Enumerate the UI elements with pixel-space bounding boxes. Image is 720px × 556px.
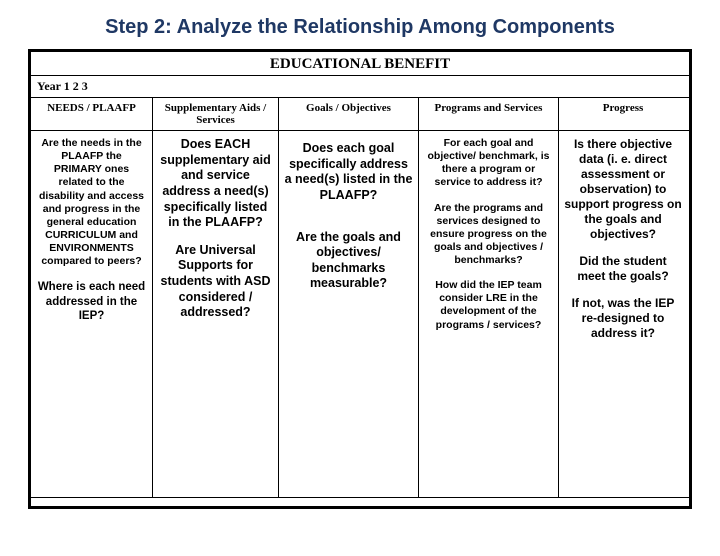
para: Are the programs and services designed t… bbox=[424, 202, 553, 268]
header-needs-plaafp: NEEDS / PLAAFP bbox=[31, 98, 153, 130]
page-title: Step 2: Analyze the Relationship Among C… bbox=[0, 16, 720, 39]
header-supplementary-aids: Supplementary Aids / Services bbox=[153, 98, 279, 130]
para: If not, was the IEP re-designed to addre… bbox=[564, 296, 682, 341]
col-supplementary-aids: Does EACH supplementary aid and service … bbox=[153, 131, 279, 497]
para: Does EACH supplementary aid and service … bbox=[158, 137, 273, 231]
table-banner: EDUCATIONAL BENEFIT bbox=[31, 52, 689, 76]
year-row: Year 1 2 3 bbox=[31, 76, 689, 98]
header-programs-services: Programs and Services bbox=[419, 98, 559, 130]
header-goals-objectives: Goals / Objectives bbox=[279, 98, 419, 130]
header-progress: Progress bbox=[559, 98, 687, 130]
para: Is there objective data (i. e. direct as… bbox=[564, 137, 682, 242]
col-needs-plaafp: Are the needs in the PLAAFP the PRIMARY … bbox=[31, 131, 153, 497]
para: Are the needs in the PLAAFP the PRIMARY … bbox=[36, 137, 147, 268]
column-headers: NEEDS / PLAAFP Supplementary Aids / Serv… bbox=[31, 98, 689, 131]
para: For each goal and objective/ benchmark, … bbox=[424, 137, 553, 190]
footer-strip bbox=[31, 498, 689, 506]
table-body: Are the needs in the PLAAFP the PRIMARY … bbox=[31, 131, 689, 498]
col-programs-services: For each goal and objective/ benchmark, … bbox=[419, 131, 559, 497]
para: Are Universal Supports for students with… bbox=[158, 243, 273, 321]
para: Where is each need addressed in the IEP? bbox=[36, 280, 147, 323]
col-goals-objectives: Does each goal specifically address a ne… bbox=[279, 131, 419, 497]
educational-benefit-table: EDUCATIONAL BENEFIT Year 1 2 3 NEEDS / P… bbox=[28, 49, 692, 509]
col-progress: Is there objective data (i. e. direct as… bbox=[559, 131, 687, 497]
para: How did the IEP team consider LRE in the… bbox=[424, 279, 553, 332]
para: Does each goal specifically address a ne… bbox=[284, 141, 413, 204]
para: Are the goals and objectives/ benchmarks… bbox=[284, 230, 413, 293]
para: Did the student meet the goals? bbox=[564, 254, 682, 284]
